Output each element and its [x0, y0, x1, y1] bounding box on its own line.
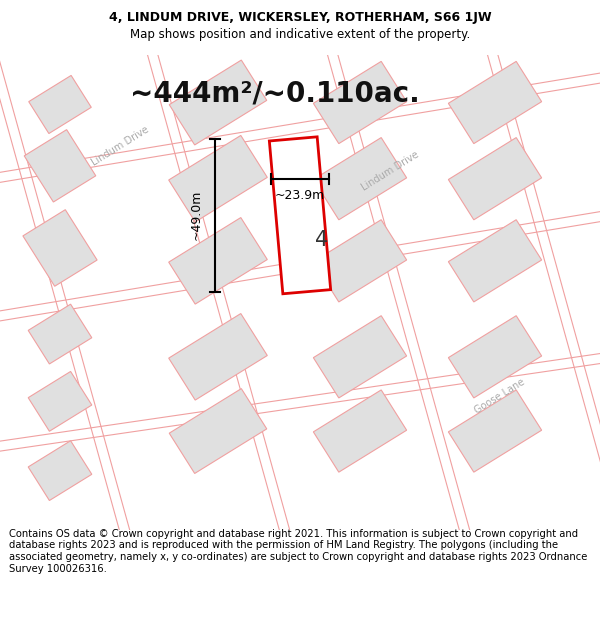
Text: Lindum Drive: Lindum Drive: [359, 149, 421, 192]
Polygon shape: [448, 138, 542, 220]
Polygon shape: [448, 390, 542, 472]
Text: Map shows position and indicative extent of the property.: Map shows position and indicative extent…: [130, 28, 470, 41]
Text: Contains OS data © Crown copyright and database right 2021. This information is : Contains OS data © Crown copyright and d…: [9, 529, 587, 574]
Text: Lindum Drive: Lindum Drive: [89, 124, 151, 168]
Polygon shape: [313, 61, 407, 144]
Polygon shape: [313, 316, 407, 398]
Polygon shape: [313, 220, 407, 302]
Polygon shape: [313, 390, 407, 472]
Text: Goose Lane: Goose Lane: [473, 377, 527, 416]
Polygon shape: [28, 371, 92, 431]
Polygon shape: [169, 389, 267, 474]
Polygon shape: [23, 209, 97, 286]
Polygon shape: [28, 441, 92, 501]
Polygon shape: [448, 316, 542, 398]
Text: 4, LINDUM DRIVE, WICKERSLEY, ROTHERHAM, S66 1JW: 4, LINDUM DRIVE, WICKERSLEY, ROTHERHAM, …: [109, 11, 491, 24]
Text: 4: 4: [316, 230, 329, 250]
Polygon shape: [24, 129, 96, 202]
Polygon shape: [313, 138, 407, 220]
Polygon shape: [448, 61, 542, 144]
Polygon shape: [28, 304, 92, 364]
Polygon shape: [29, 76, 91, 134]
Text: ~444m²/~0.110ac.: ~444m²/~0.110ac.: [130, 80, 420, 107]
Polygon shape: [169, 314, 267, 400]
Polygon shape: [169, 217, 267, 304]
Polygon shape: [448, 220, 542, 302]
Polygon shape: [169, 136, 267, 222]
Text: ~49.0m: ~49.0m: [190, 190, 203, 241]
Text: ~23.9m: ~23.9m: [275, 189, 325, 202]
Polygon shape: [169, 60, 267, 145]
Polygon shape: [269, 137, 331, 294]
